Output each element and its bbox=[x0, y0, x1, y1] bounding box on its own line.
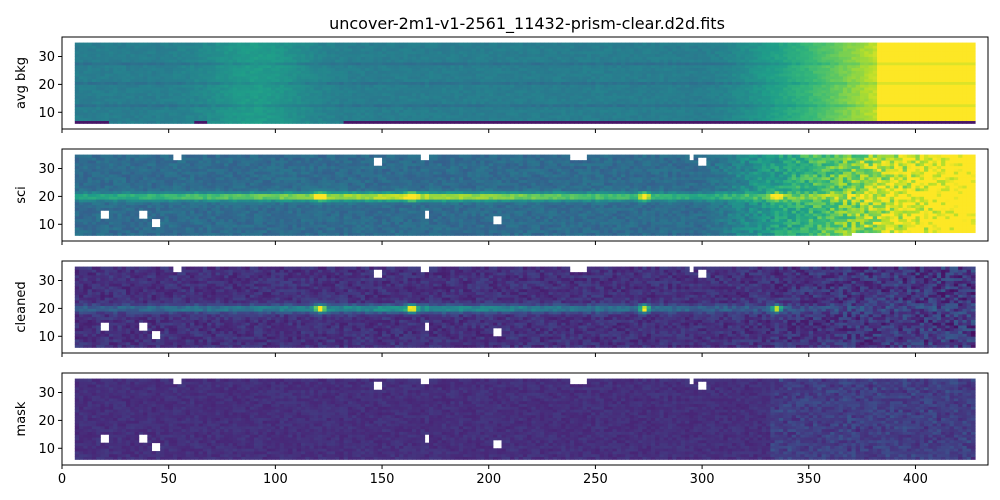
x-tick-label: 200 bbox=[476, 472, 501, 487]
x-tick-label: 250 bbox=[583, 472, 608, 487]
mask-image bbox=[74, 378, 976, 460]
mask-y-tick-label: 30 bbox=[38, 386, 55, 401]
avg-bkg-image bbox=[74, 42, 976, 124]
avg-bkg-y-axis: 10 20 30 bbox=[38, 50, 62, 121]
panel-sci: 10 20 30 sci bbox=[14, 148, 989, 245]
sci-x-axis bbox=[61, 241, 916, 245]
figure-title: uncover-2m1-v1-2561_11432-prism-clear.d2… bbox=[329, 14, 725, 34]
x-tick-label: 0 bbox=[58, 472, 66, 487]
cleaned-image bbox=[74, 266, 976, 348]
avg-bkg-x-axis bbox=[61, 129, 916, 133]
x-tick-label: 100 bbox=[263, 472, 288, 487]
sci-y-label: sci bbox=[14, 186, 29, 204]
avg-bkg-y-tick-label: 30 bbox=[38, 50, 55, 65]
mask-y-label: mask bbox=[14, 401, 29, 436]
x-tick-label: 50 bbox=[160, 472, 177, 487]
sci-y-tick-label: 10 bbox=[38, 218, 55, 233]
cleaned-y-tick-label: 10 bbox=[38, 330, 55, 345]
mask-frame bbox=[61, 372, 989, 466]
cleaned-frame bbox=[61, 260, 989, 354]
panel-avg-bkg: 10 20 30 avg bkg bbox=[14, 36, 989, 133]
cleaned-y-tick-label: 20 bbox=[38, 302, 55, 317]
avg-bkg-y-tick-label: 20 bbox=[38, 78, 55, 93]
sci-image bbox=[74, 154, 976, 236]
cleaned-y-label: cleaned bbox=[14, 281, 29, 332]
sci-y-tick-label: 20 bbox=[38, 190, 55, 205]
mask-x-axis: 0 50 100 150 200 250 300 350 400 bbox=[58, 465, 928, 487]
sci-frame bbox=[61, 148, 989, 242]
panel-cleaned: 10 20 30 cleaned bbox=[14, 260, 989, 357]
x-tick-label: 350 bbox=[796, 472, 821, 487]
mask-y-tick-label: 10 bbox=[38, 442, 55, 457]
avg-bkg-y-tick-label: 10 bbox=[38, 106, 55, 121]
x-tick-label: 400 bbox=[903, 472, 928, 487]
cleaned-x-axis bbox=[61, 353, 916, 357]
cleaned-y-axis: 10 20 30 bbox=[38, 274, 62, 345]
x-tick-label: 300 bbox=[690, 472, 715, 487]
avg-bkg-y-label: avg bkg bbox=[14, 57, 29, 109]
avg-bkg-frame bbox=[61, 36, 989, 130]
cleaned-y-tick-label: 30 bbox=[38, 274, 55, 289]
panel-mask: 10 20 30 mask 0 50 100 150 200 250 300 350 400 bbox=[14, 372, 989, 487]
sci-y-axis: 10 20 30 bbox=[38, 162, 62, 233]
x-tick-label: 150 bbox=[370, 472, 395, 487]
sci-y-tick-label: 30 bbox=[38, 162, 55, 177]
mask-y-tick-label: 20 bbox=[38, 414, 55, 429]
mask-y-axis: 10 20 30 bbox=[38, 386, 62, 457]
